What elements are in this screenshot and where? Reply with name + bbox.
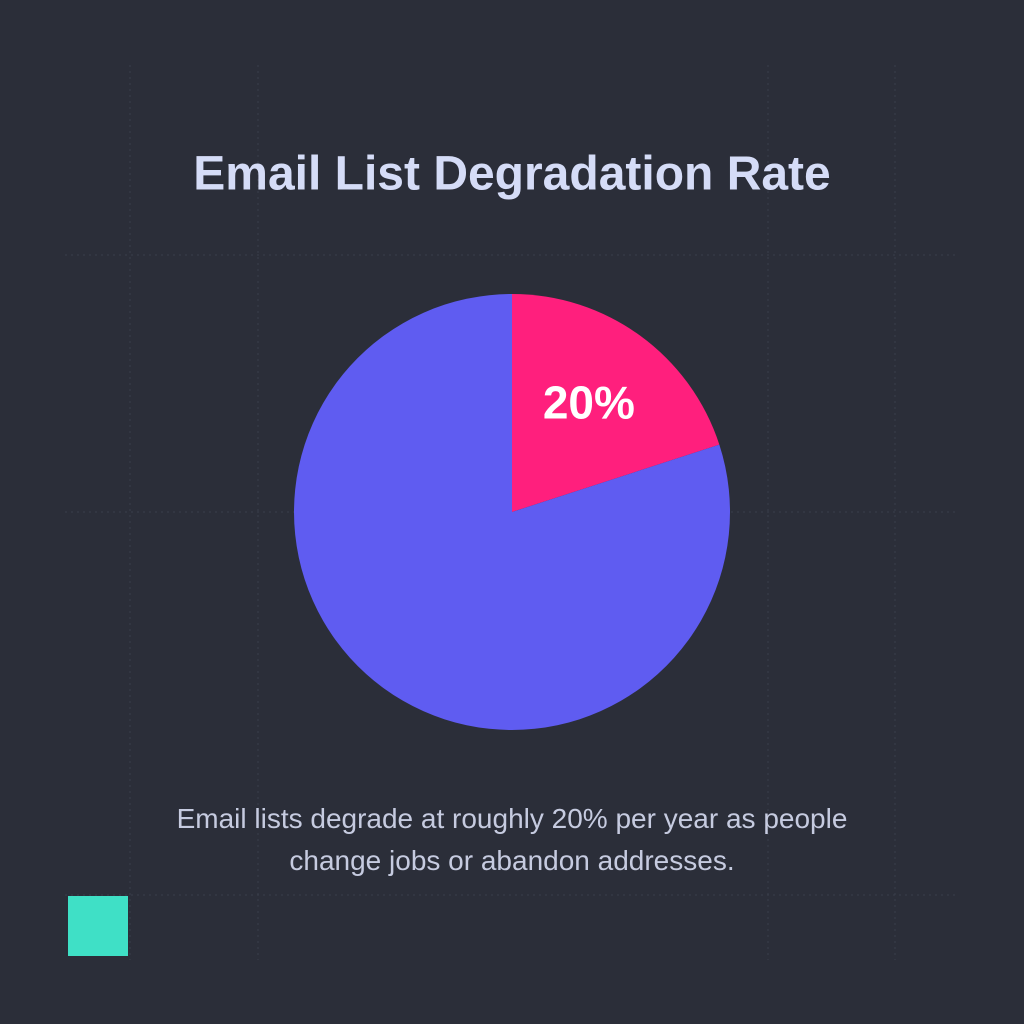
pie-slice — [293, 294, 730, 730]
chart-title: Email List Degradation Rate — [193, 148, 830, 201]
decorative-square — [68, 896, 128, 956]
caption: Email lists degrade at roughly 20% per y… — [176, 803, 848, 876]
pie-slice — [512, 294, 720, 512]
slice-label: 20% — [543, 376, 635, 428]
